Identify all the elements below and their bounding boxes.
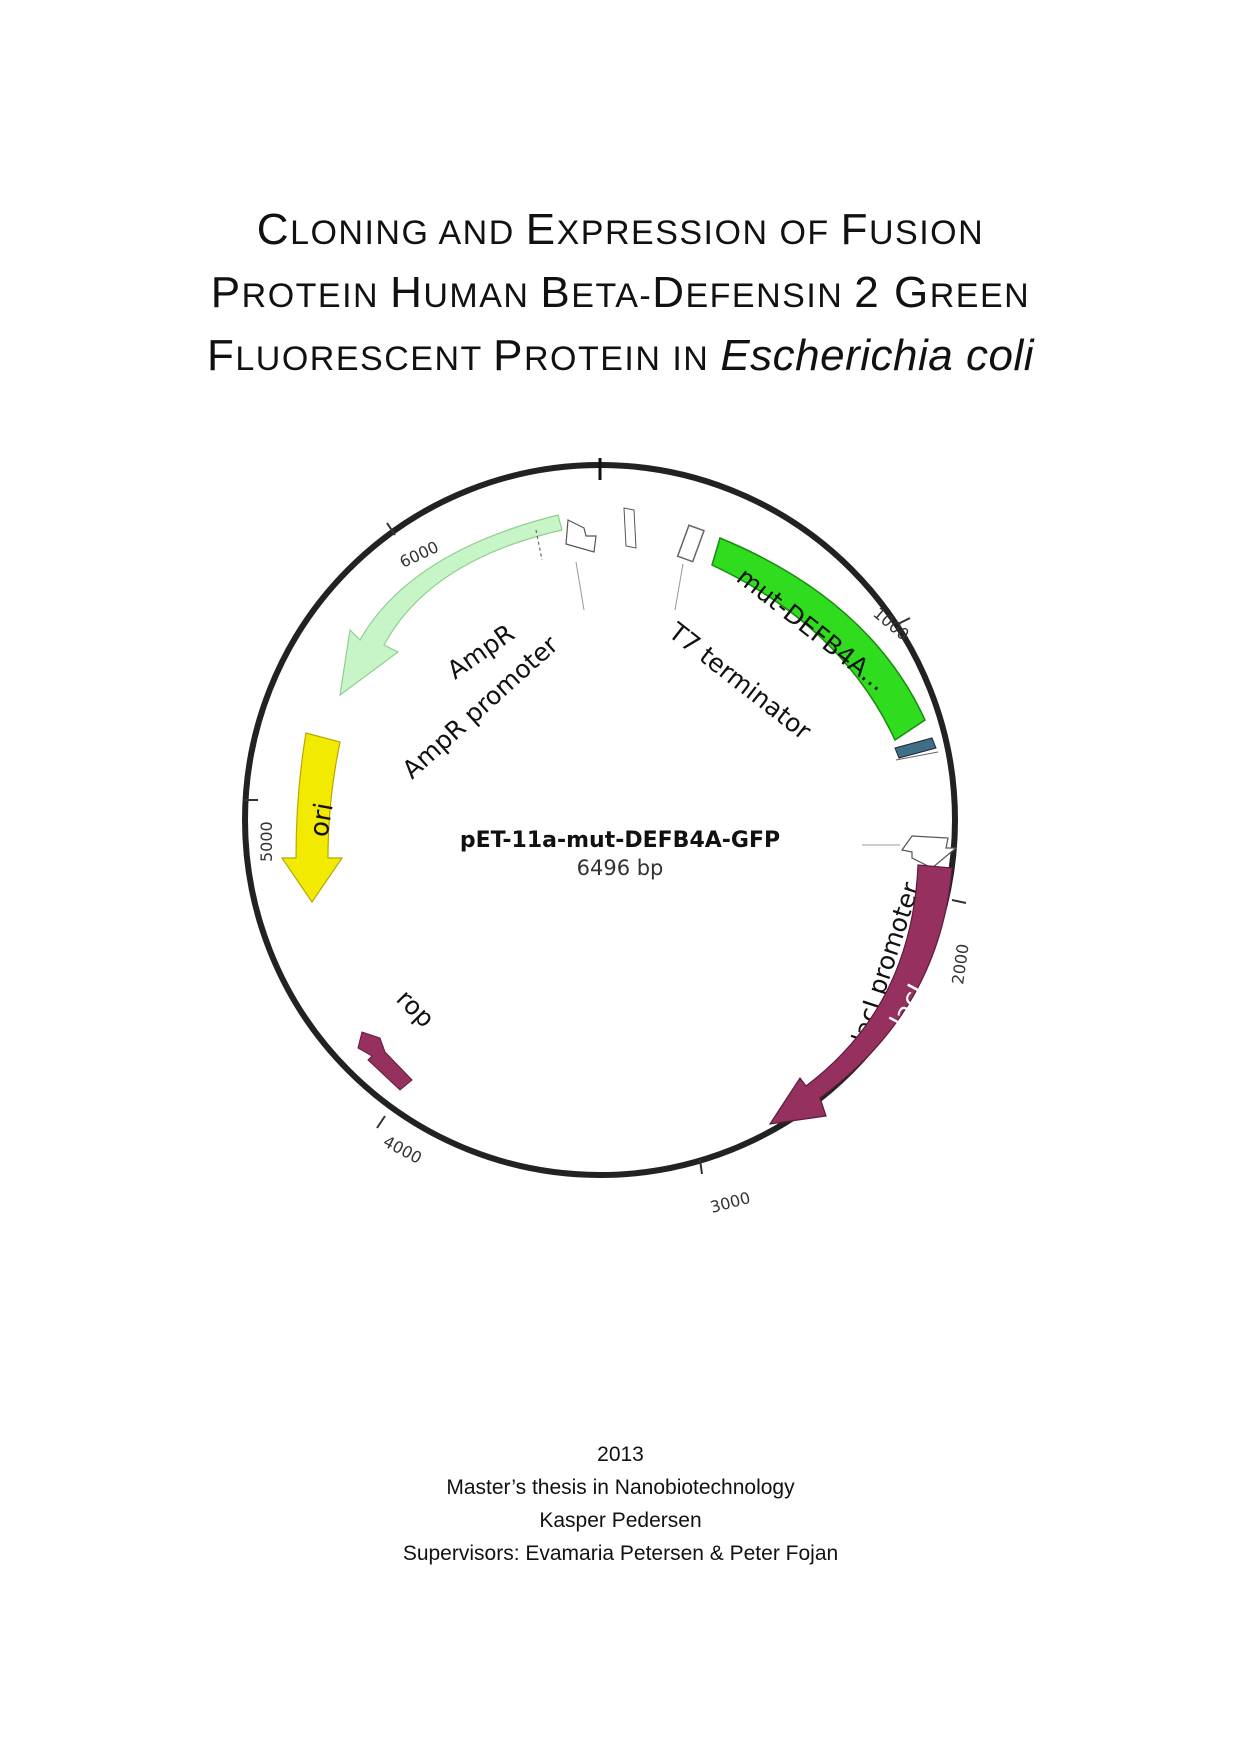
tick-1000 — [897, 617, 911, 625]
title-line-1: CLONING AND EXPRESSION OF FUSION — [0, 200, 1241, 263]
author: Kasper Pedersen — [539, 1509, 702, 1532]
title-word: F — [207, 331, 236, 380]
year: 2013 — [597, 1443, 644, 1466]
tick-label-4000: 4000 — [380, 1132, 425, 1168]
tick-label-3000: 3000 — [708, 1188, 752, 1217]
title-word: 2 G — [854, 268, 930, 317]
tick-labels: 1000 2000 3000 4000 5000 6000 — [257, 537, 973, 1217]
title-line-3: FLUORESCENT PROTEIN IN Escherichia coli — [0, 326, 1241, 389]
feature-mut-defb4a — [711, 536, 926, 742]
feature-laci-promoter-arrow — [900, 835, 958, 869]
feature-label-t7-terminator: T7 terminator — [663, 616, 818, 746]
title-word: UMAN — [423, 277, 541, 315]
tick-6000 — [386, 522, 396, 536]
t7-leader-line — [674, 563, 684, 611]
thesis-title: CLONING AND EXPRESSION OF FUSION PROTEIN… — [0, 200, 1241, 389]
title-word: ETA- — [571, 277, 653, 315]
feature-gfp-fragment — [894, 737, 937, 759]
tick-label-5000: 5000 — [257, 821, 276, 862]
title-word: F — [840, 205, 869, 254]
feature-laci — [768, 864, 953, 1125]
title-word: C — [256, 205, 291, 254]
tick-4000 — [376, 1115, 386, 1129]
ampr-dotted-divider — [535, 529, 543, 561]
title-word: EFENSIN — [685, 277, 855, 315]
feature-label-rop: rop — [391, 984, 440, 1033]
title-word: P — [210, 268, 242, 317]
title-word: P — [493, 331, 524, 380]
tick-2000 — [951, 899, 967, 904]
title-word: REEN — [929, 277, 1031, 315]
tick-label-2000: 2000 — [948, 943, 972, 986]
title-word: B — [540, 268, 572, 317]
feature-ampr — [339, 514, 563, 697]
feature-label-ori: ori — [304, 801, 339, 840]
feature-ori — [280, 732, 344, 904]
title-word: USION — [869, 214, 985, 252]
footer: 2013 Master’s thesis in Nanobiotechnolog… — [0, 1438, 1241, 1570]
title-word: E — [525, 205, 557, 254]
feature-small-marker — [623, 507, 637, 549]
title-word: XPRESSION OF — [556, 214, 841, 252]
fragment-underline — [895, 751, 939, 761]
thesis-type: Master’s thesis in Nanobiotechnology — [446, 1476, 795, 1499]
title-word: ROTEIN IN — [523, 340, 721, 378]
supervisors: Supervisors: Evamaria Petersen & Peter F… — [402, 1542, 839, 1565]
title-word: D — [652, 268, 686, 317]
title-line-2: PROTEIN HUMAN BETA-DEFENSIN 2 GREEN — [0, 263, 1241, 326]
feature-rop — [357, 1031, 413, 1091]
title-word: H — [390, 268, 424, 317]
feature-ampr-promoter-arrow — [565, 519, 597, 553]
title-word: LONING AND — [290, 214, 526, 252]
title-word: ROTEIN — [241, 277, 391, 315]
feature-t7-terminator-box — [676, 524, 705, 563]
tick-marks — [244, 522, 967, 1175]
title-word: LUORESCENT — [235, 340, 494, 378]
plasmid-name: pET-11a-mut-DEFB4A-GFP — [460, 828, 780, 853]
plasmid-map: 1000 2000 3000 4000 5000 6000 mut-DEFB4A… — [242, 458, 973, 1217]
organism-name: Escherichia coli — [720, 331, 1034, 380]
plasmid-size: 6496 bp — [577, 856, 664, 880]
ampr-promoter-leader — [575, 561, 585, 611]
tick-3000 — [699, 1159, 703, 1175]
